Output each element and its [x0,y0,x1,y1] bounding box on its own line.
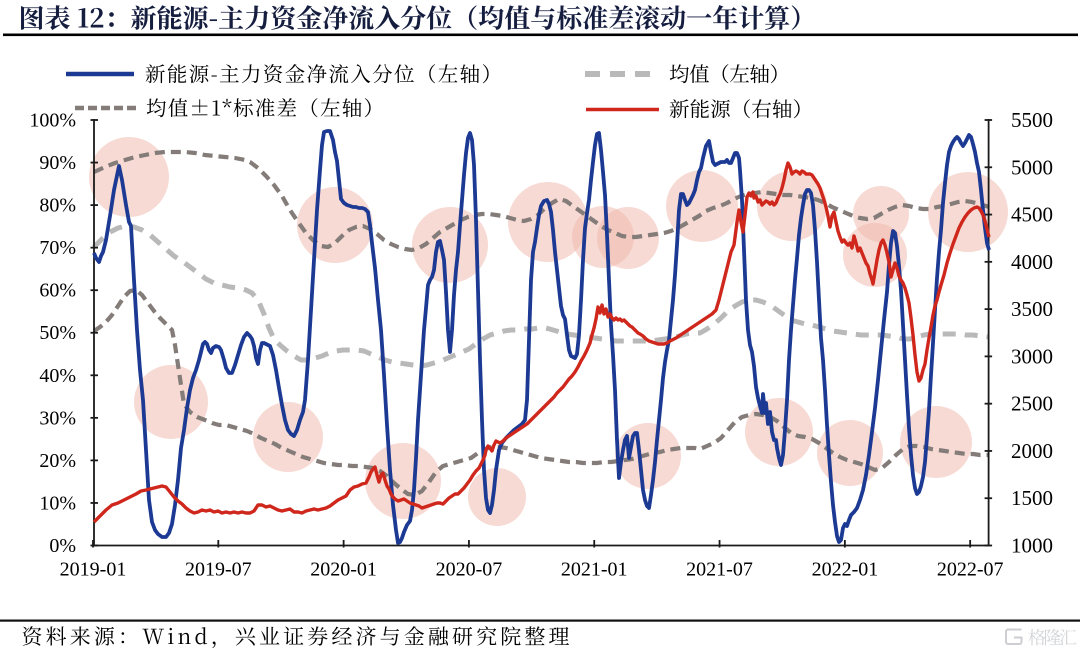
svg-text:40%: 40% [39,365,76,387]
svg-text:1000: 1000 [1011,534,1053,558]
svg-text:2021-01: 2021-01 [561,559,628,581]
svg-text:30%: 30% [39,407,76,429]
svg-text:70%: 70% [39,237,76,259]
svg-text:10%: 10% [39,492,76,514]
svg-text:2019-01: 2019-01 [60,559,127,581]
svg-text:0%: 0% [49,535,76,557]
svg-text:2021-07: 2021-07 [686,559,753,581]
svg-text:5500: 5500 [1011,108,1053,132]
svg-text:50%: 50% [39,322,76,344]
svg-text:20%: 20% [39,450,76,472]
svg-text:4500: 4500 [1011,203,1053,227]
svg-text:5000: 5000 [1011,155,1053,179]
svg-text:4000: 4000 [1011,250,1053,274]
svg-text:2500: 2500 [1011,392,1053,416]
svg-text:80%: 80% [39,195,76,217]
svg-text:2022-01: 2022-01 [812,559,879,581]
svg-text:2022-07: 2022-07 [937,559,1004,581]
svg-text:3500: 3500 [1011,297,1053,321]
svg-text:90%: 90% [39,152,76,174]
svg-text:2020-07: 2020-07 [436,559,503,581]
svg-text:3000: 3000 [1011,344,1053,368]
svg-text:2019-07: 2019-07 [185,559,252,581]
svg-text:2000: 2000 [1011,439,1053,463]
svg-text:1500: 1500 [1011,486,1053,510]
svg-text:2020-01: 2020-01 [310,559,377,581]
svg-text:100%: 100% [29,110,76,132]
svg-text:60%: 60% [39,280,76,302]
